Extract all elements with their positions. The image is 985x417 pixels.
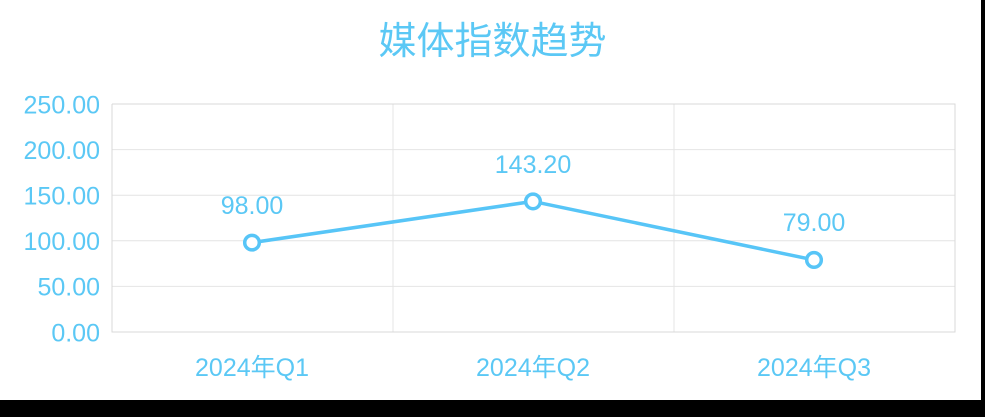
svg-text:50.00: 50.00	[37, 274, 100, 302]
svg-text:200.00: 200.00	[24, 137, 100, 165]
svg-text:79.00: 79.00	[783, 209, 846, 237]
svg-text:150.00: 150.00	[24, 183, 100, 211]
svg-text:0.00: 0.00	[51, 319, 100, 347]
svg-text:98.00: 98.00	[221, 192, 284, 220]
svg-text:250.00: 250.00	[24, 91, 100, 119]
svg-text:2024年Q3: 2024年Q3	[757, 354, 871, 382]
svg-text:143.20: 143.20	[495, 151, 571, 179]
svg-text:2024年Q1: 2024年Q1	[195, 354, 309, 382]
svg-text:100.00: 100.00	[24, 228, 100, 256]
svg-text:2024年Q2: 2024年Q2	[476, 354, 590, 382]
